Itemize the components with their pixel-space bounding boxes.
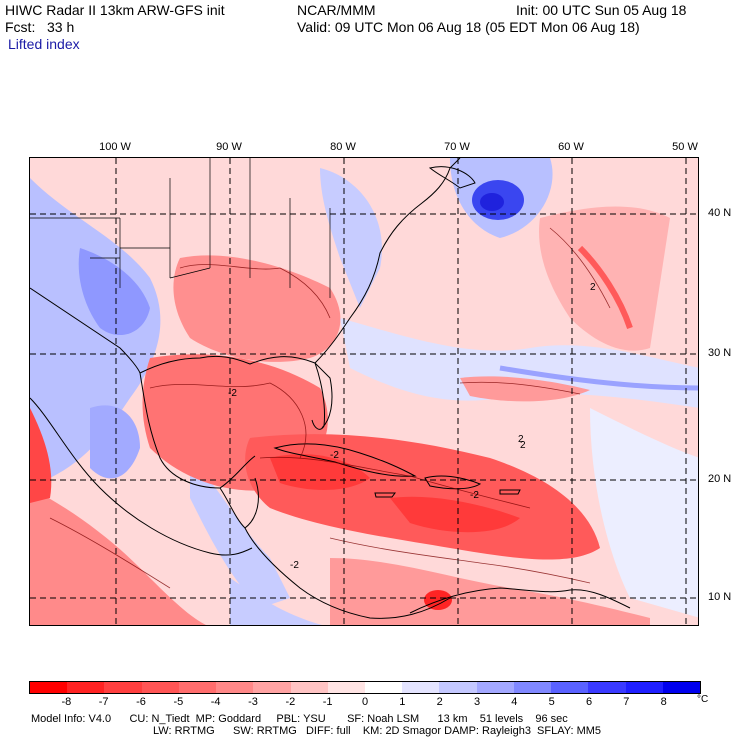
colorbar-swatch bbox=[327, 682, 365, 693]
colorbar-tick-label: 8 bbox=[660, 696, 667, 708]
contour-label: 2 bbox=[520, 440, 526, 451]
init-time: Init: 00 UTC Sun 05 Aug 18 bbox=[516, 2, 687, 18]
colorbar-tick-label: 4 bbox=[511, 696, 518, 708]
blue-region-east-caribbean-edge bbox=[590, 408, 698, 618]
colorbar-swatch bbox=[439, 682, 477, 693]
us-atlantic-coast bbox=[314, 158, 461, 364]
blue-region-northeast bbox=[320, 168, 382, 308]
red-region-southeast-us bbox=[173, 255, 341, 362]
colorbar-swatch bbox=[364, 682, 403, 693]
lon-label-70w: 70 W bbox=[444, 141, 470, 153]
colorbar-tick-label: 5 bbox=[548, 696, 555, 708]
mexico-east-coast bbox=[139, 372, 256, 489]
colorbar-unit: °C bbox=[697, 694, 709, 705]
mexico-us-border bbox=[30, 287, 141, 374]
colorbar-swatch bbox=[178, 682, 217, 693]
colorbar-tick-label: -3 bbox=[248, 696, 258, 708]
colorbar-tick-label: -2 bbox=[285, 696, 296, 708]
nova-scotia bbox=[428, 166, 476, 189]
lat-label-20n: 20 N bbox=[708, 473, 732, 485]
red-region-south-america bbox=[330, 558, 650, 625]
colorbar-tick-label: 7 bbox=[623, 696, 630, 708]
colorbar-swatch bbox=[216, 682, 254, 693]
colorbar-swatch bbox=[551, 682, 589, 693]
colorbar-swatch bbox=[513, 682, 552, 693]
organization: NCAR/MMM bbox=[297, 2, 376, 18]
mexico-pacific-coast bbox=[30, 397, 253, 556]
lat-label-30n: 30 N bbox=[708, 347, 732, 359]
lifted-index-map: -2 -2 2 2 2 -2 -2 bbox=[29, 157, 699, 626]
red-core-caribbean-east bbox=[390, 496, 520, 533]
us-state-borders bbox=[30, 158, 331, 298]
colorbar-swatch bbox=[253, 682, 291, 693]
colorbar-tick-label: -7 bbox=[98, 696, 109, 708]
colorbar-tick-label: -8 bbox=[61, 696, 72, 708]
lat-label-10n: 10 N bbox=[708, 591, 732, 603]
hispaniola bbox=[424, 475, 482, 490]
lon-label-90w: 90 W bbox=[216, 141, 242, 153]
model-title: HIWC Radar II 13km ARW-GFS init bbox=[5, 2, 225, 18]
colorbar-swatch bbox=[104, 682, 142, 693]
colorbar-swatch bbox=[402, 682, 440, 693]
field-name: Lifted index bbox=[8, 36, 80, 52]
blue-core-atlantic-inner bbox=[480, 193, 504, 211]
south-america-north-coast bbox=[409, 587, 631, 614]
model-info-line2: LW: RRTMG SW: RRTMG DIFF: full KM: 2D Sm… bbox=[153, 725, 602, 737]
red-region-pacific-mexico bbox=[30, 488, 207, 625]
blue-band-atlantic bbox=[499, 365, 698, 391]
cuba bbox=[273, 443, 417, 477]
contour-lines bbox=[49, 227, 611, 589]
lon-label-50w: 50 W bbox=[672, 141, 698, 153]
blue-region-central-america bbox=[190, 458, 290, 608]
colorbar-tick-label: -4 bbox=[210, 696, 221, 708]
colorbar-tick-label: 3 bbox=[473, 696, 481, 708]
colorbar-swatch bbox=[141, 682, 179, 693]
colorbar-swatch bbox=[67, 682, 105, 693]
red-core-colombia bbox=[424, 590, 452, 610]
model-info-line1: Model Info: V4.0 CU: N_Tiedt MP: Goddard… bbox=[31, 713, 568, 725]
valid-time: Valid: 09 UTC Mon 06 Aug 18 (05 EDT Mon … bbox=[297, 19, 640, 35]
blue-region-south-pacific bbox=[230, 578, 323, 625]
red-region-west-coast-strip bbox=[30, 408, 52, 503]
lat-lon-grid bbox=[30, 158, 698, 625]
colorbar-swatch bbox=[290, 682, 328, 693]
lon-label-100w: 100 W bbox=[99, 141, 131, 153]
colorbar-swatch bbox=[625, 682, 663, 693]
red-core-caribbean-west bbox=[270, 454, 370, 490]
blue-region-southwest-us bbox=[30, 178, 161, 488]
contour-label: -2 bbox=[290, 560, 299, 571]
colorbar-swatch bbox=[476, 682, 514, 693]
colorbar-tick-label: 1 bbox=[399, 696, 406, 708]
colorbar-tick-label: 6 bbox=[585, 696, 593, 708]
us-gulf-coast bbox=[139, 355, 333, 429]
central-america-coast bbox=[244, 527, 451, 619]
coastline-group bbox=[30, 158, 631, 619]
contour-label: 2 bbox=[518, 434, 524, 445]
map-canvas: -2 -2 2 2 2 -2 -2 bbox=[30, 158, 698, 625]
lon-label-60w: 60 W bbox=[558, 141, 584, 153]
colorbar-swatch bbox=[662, 682, 700, 693]
jamaica bbox=[374, 492, 396, 498]
colorbar-tick-label: -5 bbox=[173, 696, 184, 708]
contour-label-group: -2 -2 2 2 2 -2 -2 bbox=[228, 282, 596, 571]
blue-region-texas-highlands bbox=[78, 248, 150, 336]
forecast-hour: Fcst: 33 h bbox=[5, 19, 75, 35]
contour-label: -2 bbox=[228, 388, 237, 399]
colorbar-tick-label: 0 bbox=[361, 696, 369, 708]
florida-peninsula bbox=[311, 362, 325, 430]
colorbar-swatch bbox=[588, 682, 626, 693]
colorbar-tick-label: -6 bbox=[136, 696, 146, 708]
contour-label: 2 bbox=[590, 282, 596, 293]
lat-label-40n: 40 N bbox=[708, 207, 732, 219]
red-streak-north-atlantic bbox=[577, 245, 633, 329]
puerto-rico bbox=[499, 489, 521, 495]
colorbar bbox=[29, 681, 701, 694]
contour-label: -2 bbox=[470, 490, 479, 501]
blue-region-mexico-plateau bbox=[90, 405, 140, 479]
lon-label-80w: 80 W bbox=[330, 141, 356, 153]
colorbar-tick-label: 2 bbox=[436, 696, 443, 708]
colorbar-tick-label: -1 bbox=[322, 696, 333, 708]
contour-label: -2 bbox=[330, 450, 339, 461]
colorbar-swatch bbox=[30, 682, 68, 693]
